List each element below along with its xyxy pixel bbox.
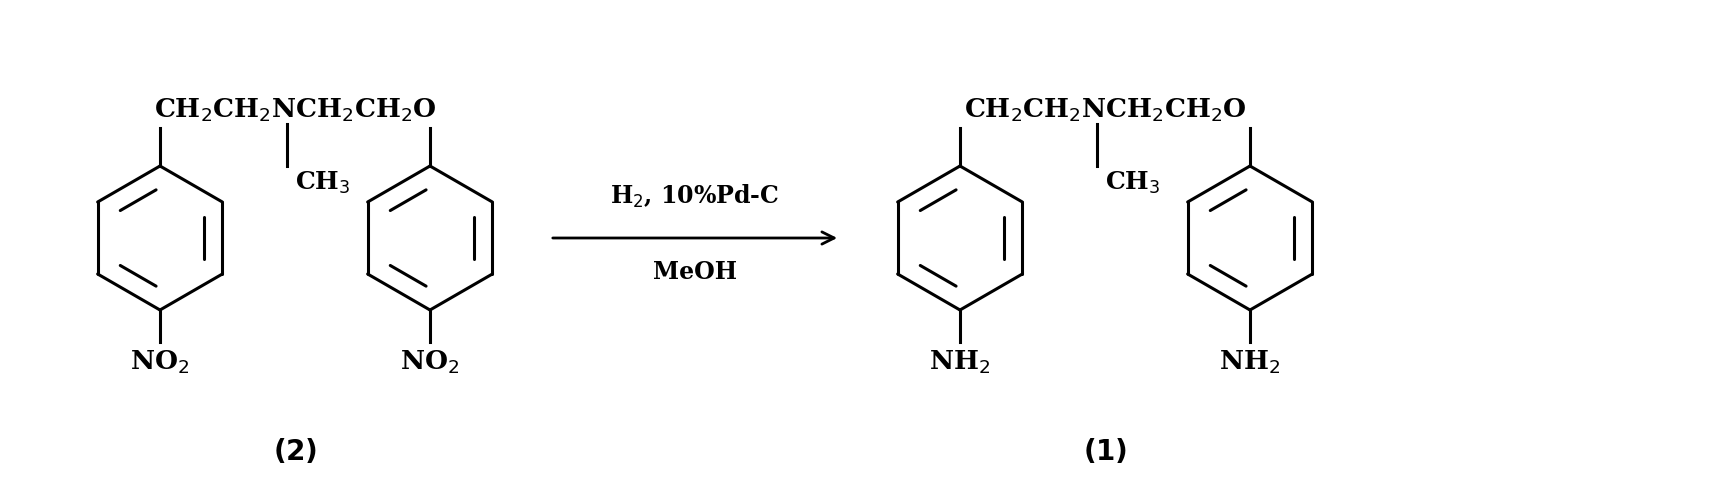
Text: NH$_2$: NH$_2$ xyxy=(1220,348,1280,375)
Text: H$_2$, 10%Pd-C: H$_2$, 10%Pd-C xyxy=(610,183,779,210)
Text: NO$_2$: NO$_2$ xyxy=(130,348,190,375)
Text: NH$_2$: NH$_2$ xyxy=(930,348,990,375)
Text: NO$_2$: NO$_2$ xyxy=(401,348,460,375)
Text: $\mathbf{(1)}$: $\mathbf{(1)}$ xyxy=(1083,437,1127,466)
Text: $\mathbf{(2)}$: $\mathbf{(2)}$ xyxy=(273,437,318,466)
Text: CH$_3$: CH$_3$ xyxy=(1104,170,1161,196)
Text: CH$_3$: CH$_3$ xyxy=(295,170,351,196)
Text: MeOH: MeOH xyxy=(653,260,738,284)
Text: CH$_2$CH$_2$NCH$_2$CH$_2$O: CH$_2$CH$_2$NCH$_2$CH$_2$O xyxy=(154,97,437,124)
Text: CH$_2$CH$_2$NCH$_2$CH$_2$O: CH$_2$CH$_2$NCH$_2$CH$_2$O xyxy=(964,97,1246,124)
